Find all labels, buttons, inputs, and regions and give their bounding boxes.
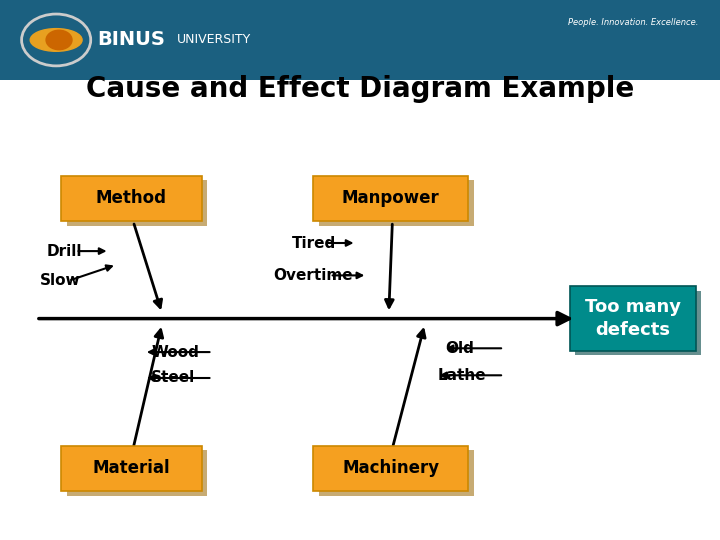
Text: BINUS: BINUS [97,30,165,50]
Text: Manpower: Manpower [342,190,439,207]
FancyBboxPatch shape [0,0,720,80]
Text: Method: Method [96,190,167,207]
Text: Lathe: Lathe [438,368,487,383]
FancyBboxPatch shape [67,450,207,496]
FancyBboxPatch shape [575,291,701,355]
FancyBboxPatch shape [313,176,468,221]
FancyBboxPatch shape [319,450,474,496]
Text: Wood: Wood [151,345,199,360]
Circle shape [46,30,72,50]
Text: Too many
defects: Too many defects [585,298,680,340]
Text: Drill: Drill [47,244,82,259]
Text: Material: Material [93,460,170,477]
Text: Tired: Tired [292,235,336,251]
Text: Steel: Steel [151,370,195,386]
Text: Overtime: Overtime [274,268,354,283]
FancyBboxPatch shape [61,176,202,221]
Text: People. Innovation. Excellence.: People. Innovation. Excellence. [568,18,698,27]
FancyBboxPatch shape [67,180,207,226]
FancyBboxPatch shape [570,286,696,351]
Text: UNIVERSITY: UNIVERSITY [176,33,251,46]
Ellipse shape [30,29,82,51]
FancyBboxPatch shape [313,446,468,491]
Text: Machinery: Machinery [342,460,439,477]
Text: Cause and Effect Diagram Example: Cause and Effect Diagram Example [86,75,634,103]
Text: Old: Old [445,341,474,356]
FancyBboxPatch shape [61,446,202,491]
FancyBboxPatch shape [319,180,474,226]
Text: Slow: Slow [40,273,80,288]
